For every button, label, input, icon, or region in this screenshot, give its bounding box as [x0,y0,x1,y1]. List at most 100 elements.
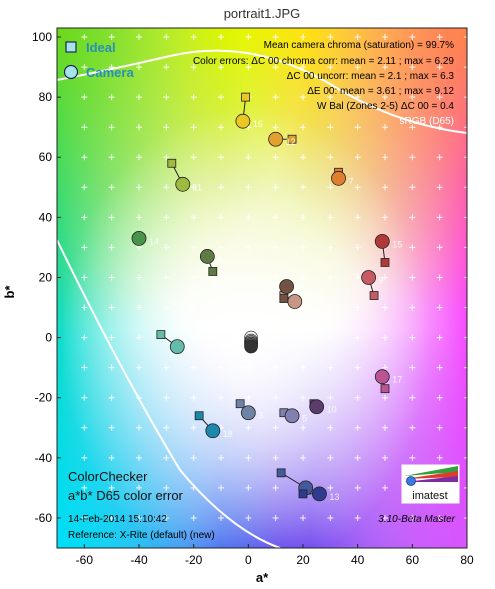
patch-label: 10 [327,405,337,415]
grid-cross [436,274,443,281]
grid-cross [409,184,416,191]
grid-cross [436,304,443,311]
grid-cross [354,394,361,401]
grid-cross [190,484,197,491]
patch-label: 17 [392,375,402,385]
grid-cross [81,244,88,251]
grid-cross [245,364,252,371]
x-axis-label: a* [256,570,269,585]
grid-cross [108,184,115,191]
grid-cross [409,454,416,461]
grid-cross [81,514,88,521]
grid-cross [190,394,197,401]
grid-cross [272,484,279,491]
grid-cross [136,514,142,521]
camera-marker [169,339,185,355]
grid-cross [108,64,115,71]
x-tick-label: 20 [296,553,310,567]
grid-cross [190,154,197,161]
grid-cross [163,514,170,521]
grid-cross [136,94,142,101]
grid-cross [163,304,170,311]
grid-cross [245,154,252,161]
grid-cross [136,394,142,401]
grid-cross [190,184,197,191]
ideal-marker [380,258,390,267]
neutral-marker [244,339,258,354]
legend-camera-label: Camera [86,65,134,80]
ideal-marker [369,291,379,300]
grid-cross [464,154,467,161]
grid-cross [464,124,467,131]
grid-cross [409,364,416,371]
patch-label: 12 [286,137,296,147]
grid-cross [218,394,224,401]
grid-cross [354,64,361,71]
grid-cross [218,124,224,131]
grid-cross [218,364,224,371]
grid-cross [245,304,252,311]
grid-cross [382,274,388,281]
grid-cross [300,124,306,131]
grid-cross [245,424,252,431]
grid-cross [354,424,361,431]
grid-cross [218,154,224,161]
legend: Ideal Camera [63,40,134,80]
grid-cross [272,214,279,221]
grid-cross [218,244,224,251]
grid-cross [272,244,279,251]
camera-marker [374,234,390,249]
grid-cross [409,214,416,221]
grid-cross [327,394,334,401]
grid-cross [464,94,467,101]
grid-cross [190,424,197,431]
grid-cross [354,244,361,251]
ideal-marker [287,134,297,144]
stat-line-2: Color errors: ΔC 00 chroma corr: mean = … [193,56,454,67]
grid-cross [108,514,115,521]
grid-cross [300,64,306,71]
grid-cross [190,514,197,521]
grid-cross [190,34,197,41]
stat-line-5: W Bal (Zones 2-5) ΔC 00 = 0.4 [317,101,454,112]
grid-cross [409,304,416,311]
camera-marker [331,170,346,186]
grid-cross [190,304,197,311]
grid-cross [136,424,142,431]
grid-cross [218,274,224,281]
grid-cross [354,274,361,281]
grid-cross [81,274,88,281]
grid-cross [382,124,388,131]
grid-cross [382,364,388,371]
grid-cross [436,364,443,371]
grid-cross [436,124,443,131]
grid-cross [108,124,115,131]
grid-cross [464,334,467,341]
grid-cross [464,184,467,191]
patch-label: 3 [258,411,263,421]
gamut-line-bottom-left [57,239,281,548]
grid-cross [382,454,388,461]
grid-cross [300,274,306,281]
grid-cross [300,514,306,521]
patch-markers: 234567891011121314151617181 [131,92,402,502]
grid-cross [190,64,197,71]
grid-cross [354,484,361,491]
camera-marker [131,231,147,246]
grid-cross [436,454,443,461]
grid-cross [108,484,115,491]
grid-cross [245,484,252,491]
grid-cross [218,94,224,101]
grid-cross [272,64,279,71]
grid-cross [272,124,279,131]
info-title: ColorChecker [68,469,148,484]
grid-cross [327,214,334,221]
patch-label: 6 [187,345,192,355]
grid-cross [327,274,334,281]
grid-cross [108,94,115,101]
grid-cross [81,454,88,461]
grid-cross [464,244,467,251]
grid-cross [327,244,334,251]
grid-cross [436,394,443,401]
grid-cross [327,484,334,491]
